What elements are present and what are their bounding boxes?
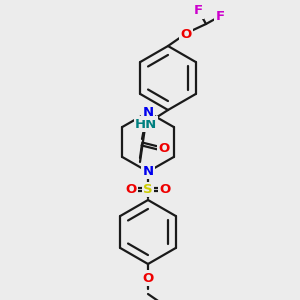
Text: O: O	[142, 272, 154, 284]
Text: F: F	[215, 11, 225, 23]
Text: O: O	[158, 142, 169, 154]
Text: F: F	[194, 4, 202, 17]
Text: O: O	[180, 28, 192, 40]
Text: O: O	[125, 183, 136, 196]
Text: O: O	[159, 183, 171, 196]
Text: HN: HN	[135, 118, 157, 130]
Text: N: N	[142, 165, 154, 178]
Text: N: N	[142, 106, 154, 119]
Text: S: S	[143, 183, 153, 196]
